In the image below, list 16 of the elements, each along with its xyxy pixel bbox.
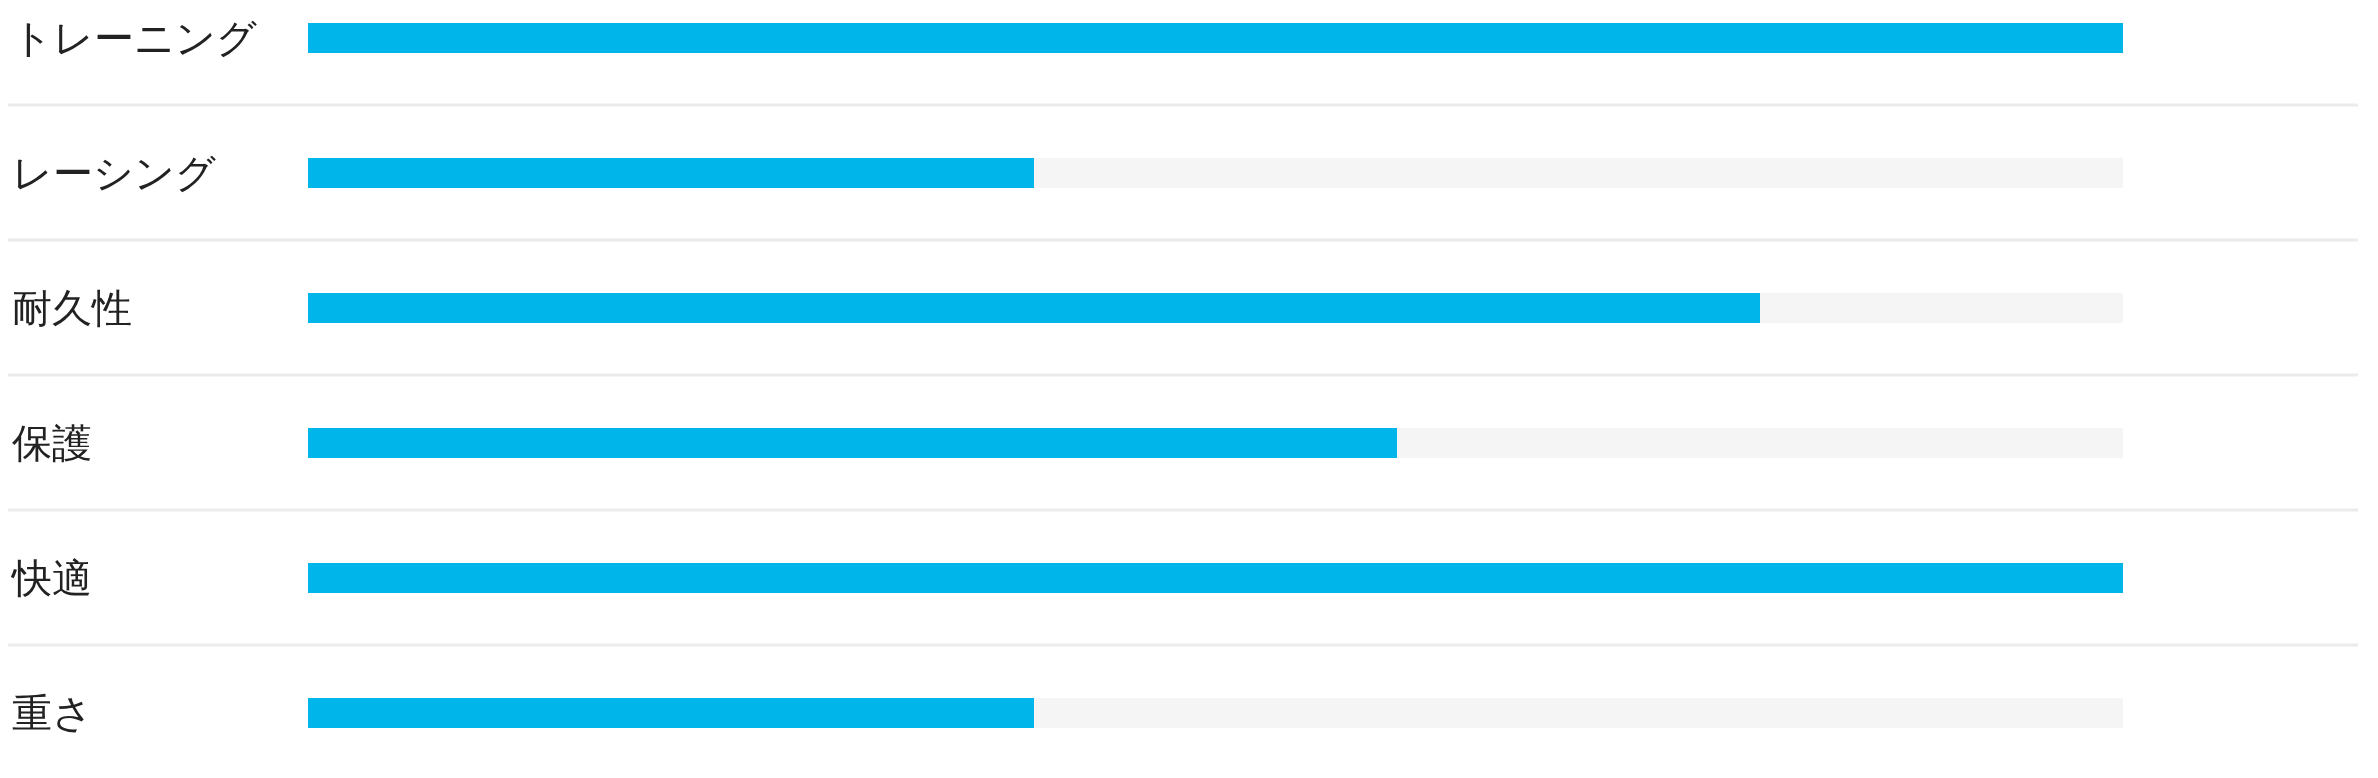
bar (1034, 158, 2123, 188)
y-tick-label: トレーニング (12, 15, 257, 61)
y-tick-label: 保護 (12, 420, 92, 466)
bar (308, 563, 2123, 593)
bar (1760, 293, 2123, 323)
y-tick-label: 快適 (10, 555, 92, 601)
bar (308, 428, 1397, 458)
y-tick-label: 耐久性 (12, 285, 132, 331)
bar (1397, 428, 2123, 458)
bar (308, 23, 2123, 53)
y-tick-label: 重さ (12, 690, 93, 736)
y-tick-label: レーシング (12, 150, 216, 196)
bar (308, 158, 1034, 188)
bar (308, 293, 1760, 323)
bar (1034, 698, 2123, 728)
bar (308, 698, 1034, 728)
